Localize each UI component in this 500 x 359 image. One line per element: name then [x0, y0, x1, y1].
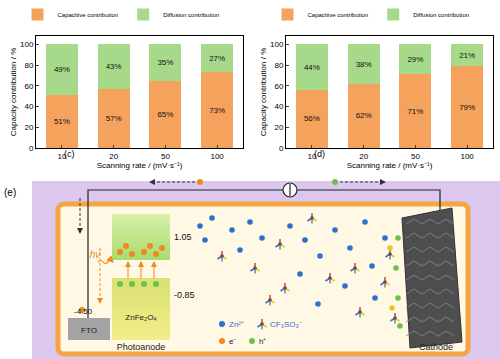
svg-text:Cathode: Cathode [419, 342, 453, 352]
svg-text:Capacitive contribution: Capacitive contribution [308, 12, 369, 18]
svg-text:50: 50 [161, 152, 170, 161]
svg-text:62%: 62% [356, 111, 372, 120]
svg-text:1.05: 1.05 [174, 232, 192, 242]
svg-text:71%: 71% [407, 107, 423, 116]
svg-text:CF₃SO₃⁻: CF₃SO₃⁻ [270, 320, 302, 329]
svg-text:21%: 21% [459, 51, 475, 60]
svg-text:44%: 44% [304, 63, 320, 72]
svg-text:27%: 27% [209, 54, 225, 63]
svg-text:Capacitive contribution: Capacitive contribution [58, 12, 119, 18]
svg-text:100: 100 [20, 40, 34, 49]
svg-text:Diffusion contribution: Diffusion contribution [163, 12, 219, 18]
svg-text:20: 20 [274, 123, 283, 132]
svg-text:h⁺: h⁺ [259, 337, 266, 346]
svg-text:e⁻: e⁻ [229, 337, 236, 346]
svg-text:73%: 73% [209, 106, 225, 115]
svg-text:65%: 65% [157, 110, 173, 119]
svg-text:Photoanode: Photoanode [117, 342, 166, 352]
svg-text:20: 20 [359, 152, 368, 161]
svg-text:Scanning rate / (mV·s⁻¹): Scanning rate / (mV·s⁻¹) [97, 161, 183, 170]
svg-text:38%: 38% [356, 60, 372, 69]
svg-text:100: 100 [460, 152, 474, 161]
svg-text:Capacity contribution / %: Capacity contribution / % [259, 48, 268, 137]
svg-text:35%: 35% [157, 58, 173, 67]
svg-text:57%: 57% [106, 114, 122, 123]
svg-text:Diffusion contribution: Diffusion contribution [413, 12, 469, 18]
svg-text:ZnFe₂O₄: ZnFe₂O₄ [125, 313, 156, 322]
svg-text:43%: 43% [106, 62, 122, 71]
svg-text:51%: 51% [54, 117, 70, 126]
svg-text:Zn²⁺: Zn²⁺ [229, 320, 244, 329]
svg-text:80: 80 [24, 61, 33, 70]
svg-text:10: 10 [307, 152, 316, 161]
svg-text:29%: 29% [407, 55, 423, 64]
svg-text:40: 40 [274, 102, 283, 111]
svg-text:(e): (e) [4, 187, 16, 198]
svg-text:60: 60 [274, 82, 283, 91]
svg-text:20: 20 [109, 152, 118, 161]
svg-text:-0.85: -0.85 [174, 290, 195, 300]
svg-text:49%: 49% [54, 65, 70, 74]
svg-text:50: 50 [411, 152, 420, 161]
svg-text:FTO: FTO [81, 326, 97, 335]
svg-text:79%: 79% [459, 103, 475, 112]
svg-text:20: 20 [24, 123, 33, 132]
svg-text:-4.50: -4.50 [74, 307, 93, 316]
svg-text:40: 40 [24, 102, 33, 111]
svg-text:56%: 56% [304, 114, 320, 123]
svg-text:hν: hν [90, 249, 101, 260]
svg-text:(d): (d) [314, 149, 325, 159]
svg-text:Capacity contribution / %: Capacity contribution / % [9, 48, 18, 137]
svg-text:10: 10 [57, 152, 66, 161]
svg-text:100: 100 [270, 40, 284, 49]
svg-text:100: 100 [210, 152, 224, 161]
svg-text:Scanning rate / (mV·s⁻¹): Scanning rate / (mV·s⁻¹) [347, 161, 433, 170]
svg-text:0: 0 [279, 144, 284, 153]
svg-text:0: 0 [29, 144, 34, 153]
svg-text:80: 80 [274, 61, 283, 70]
svg-text:(c): (c) [64, 149, 75, 159]
svg-text:60: 60 [24, 82, 33, 91]
